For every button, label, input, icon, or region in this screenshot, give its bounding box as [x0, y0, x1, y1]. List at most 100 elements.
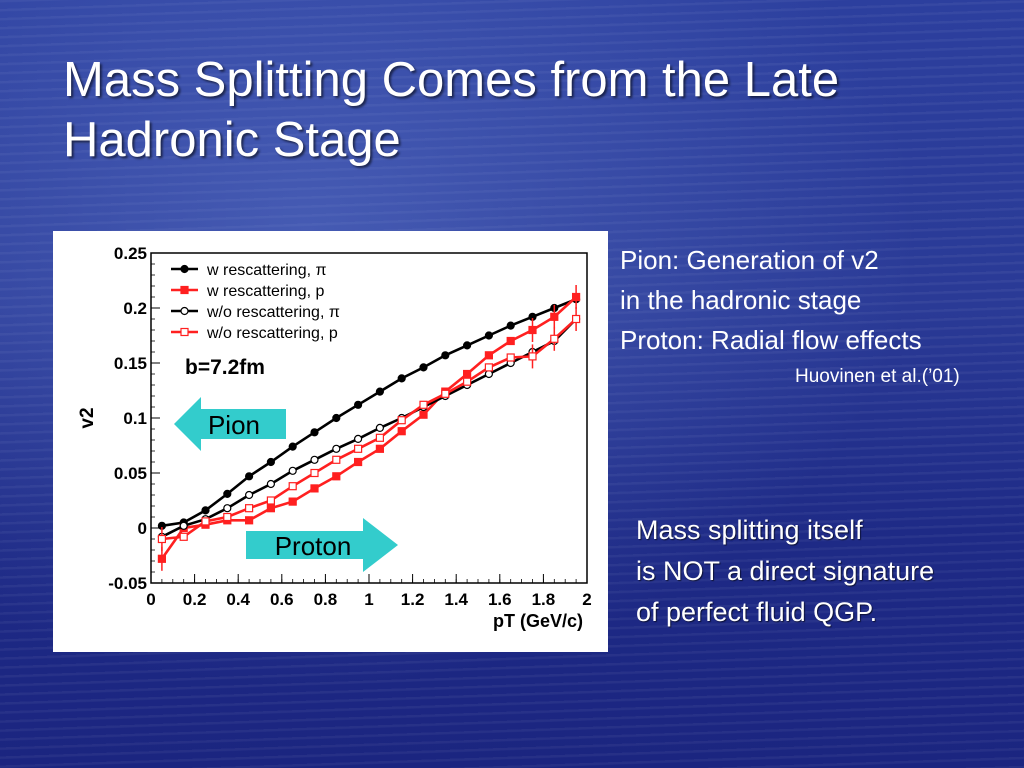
data-point — [245, 472, 254, 481]
data-point — [157, 554, 167, 563]
data-point — [201, 506, 210, 515]
data-point — [375, 433, 384, 442]
legend-marker — [180, 306, 189, 316]
data-point — [179, 532, 188, 541]
x-tick-label: 0.4 — [226, 590, 250, 609]
y-tick-label: -0.05 — [108, 574, 147, 593]
data-point — [571, 314, 581, 324]
data-point — [463, 377, 472, 386]
data-point — [484, 369, 493, 379]
data-point — [375, 387, 384, 396]
data-point — [354, 444, 363, 453]
data-point — [179, 521, 188, 530]
proton-arrow-shape — [246, 518, 398, 572]
pion-arrow-shape — [174, 397, 286, 451]
x-tick-label: 2 — [582, 590, 591, 609]
pion-arrow: Pion — [174, 397, 286, 451]
slide-title-line-1: Mass Splitting Comes from the Late — [63, 53, 840, 107]
x-tick-label: 1.2 — [401, 590, 425, 609]
y-tick-label: 0 — [138, 519, 147, 538]
data-point — [419, 363, 428, 372]
y-tick-label: 0.2 — [123, 299, 147, 318]
note-bottom-line-2: is NOT a direct signature — [636, 556, 935, 586]
data-point — [506, 321, 515, 330]
data-point — [310, 428, 319, 437]
data-point — [332, 413, 341, 423]
y-tick-label: 0.05 — [114, 464, 147, 483]
citation: Huovinen et al.(’01) — [795, 366, 960, 387]
data-point — [550, 334, 559, 343]
legend-entry: w/o rescattering, p — [171, 325, 338, 342]
legend-entry: w rescattering, π — [171, 262, 327, 279]
chart-annotation: b=7.2fm — [185, 356, 265, 379]
data-point — [463, 369, 472, 379]
data-point — [266, 479, 275, 489]
y-tick-label: 0.25 — [114, 244, 147, 263]
data-point — [332, 444, 341, 453]
data-point — [506, 336, 515, 346]
data-point — [463, 341, 472, 350]
y-tick-label: 0.15 — [114, 354, 147, 373]
data-point — [288, 482, 297, 491]
data-point — [397, 427, 406, 436]
data-point — [506, 353, 515, 362]
note-bottom-line-3: of perfect fluid QGP. — [636, 597, 878, 627]
data-point — [375, 444, 384, 453]
legend-entry: w rescattering, p — [171, 283, 324, 300]
data-point — [484, 351, 493, 360]
y-axis-label: v2 — [77, 407, 98, 428]
note-line-1: Pion: Generation of v2 — [620, 245, 879, 275]
data-point — [332, 472, 341, 481]
v2-chart: 0 0.2 0.4 0.6 0.8 1 1.2 1.4 1.6 1.8 2-0.0500.050.1… — [77, 244, 592, 631]
note-line-2: in the hadronic stage — [620, 285, 862, 315]
data-point — [354, 434, 363, 443]
data-point — [550, 312, 559, 321]
data-point — [528, 352, 537, 361]
mass-splitting-note: Mass splitting itself is NOT a direct si… — [636, 510, 934, 633]
data-point — [266, 457, 275, 467]
data-point — [419, 410, 428, 419]
note-line-3: Proton: Radial flow effects — [620, 325, 922, 355]
pion-proton-note: Pion: Generation of v2 in the hadronic s… — [620, 240, 922, 360]
legend-marker — [180, 264, 189, 274]
plot-layer: 0 0.2 0.4 0.6 0.8 1 1.2 1.4 1.6 1.8 2-0.0500.050.1… — [77, 244, 592, 631]
legend-label: w rescattering, p — [206, 283, 324, 300]
data-point — [266, 504, 275, 513]
data-point — [484, 331, 493, 340]
legend-marker — [180, 327, 189, 337]
data-point — [245, 504, 254, 513]
x-tick-label: 0.8 — [314, 590, 338, 609]
legend-label: w rescattering, π — [206, 262, 327, 279]
data-point — [419, 400, 428, 409]
chart-legend: w rescattering, π w rescattering, p w/o re… — [171, 262, 340, 342]
data-point — [310, 455, 319, 464]
data-point — [245, 490, 254, 500]
data-point — [375, 423, 384, 432]
data-point — [332, 455, 341, 464]
data-point — [354, 400, 363, 409]
x-tick-label: 0 — [146, 590, 155, 609]
x-tick-label: 1.6 — [488, 590, 512, 609]
data-point — [223, 489, 232, 498]
pion-arrow-label: Pion — [208, 410, 260, 440]
data-point — [201, 517, 210, 526]
data-point — [397, 416, 406, 425]
x-tick-label: 1.4 — [444, 590, 468, 609]
data-point — [157, 534, 167, 544]
slide-title-line-2: Hadronic Stage — [63, 113, 401, 167]
x-tick-label: 1 — [364, 590, 373, 609]
legend-label: w/o rescattering, π — [206, 304, 340, 321]
x-tick-label: 0.2 — [183, 590, 207, 609]
data-point — [484, 363, 493, 372]
data-point — [441, 351, 450, 360]
x-axis-label: pT (GeV/c) — [493, 611, 583, 631]
data-point — [441, 389, 450, 398]
series-1 — [157, 295, 581, 530]
proton-arrow-label: Proton — [275, 531, 352, 561]
series-4 — [157, 307, 581, 551]
data-point — [288, 466, 297, 475]
legend-marker — [180, 285, 189, 295]
data-point — [571, 292, 581, 302]
x-tick-label: 0.6 — [270, 590, 294, 609]
legend-label: w/o rescattering, p — [206, 325, 338, 342]
